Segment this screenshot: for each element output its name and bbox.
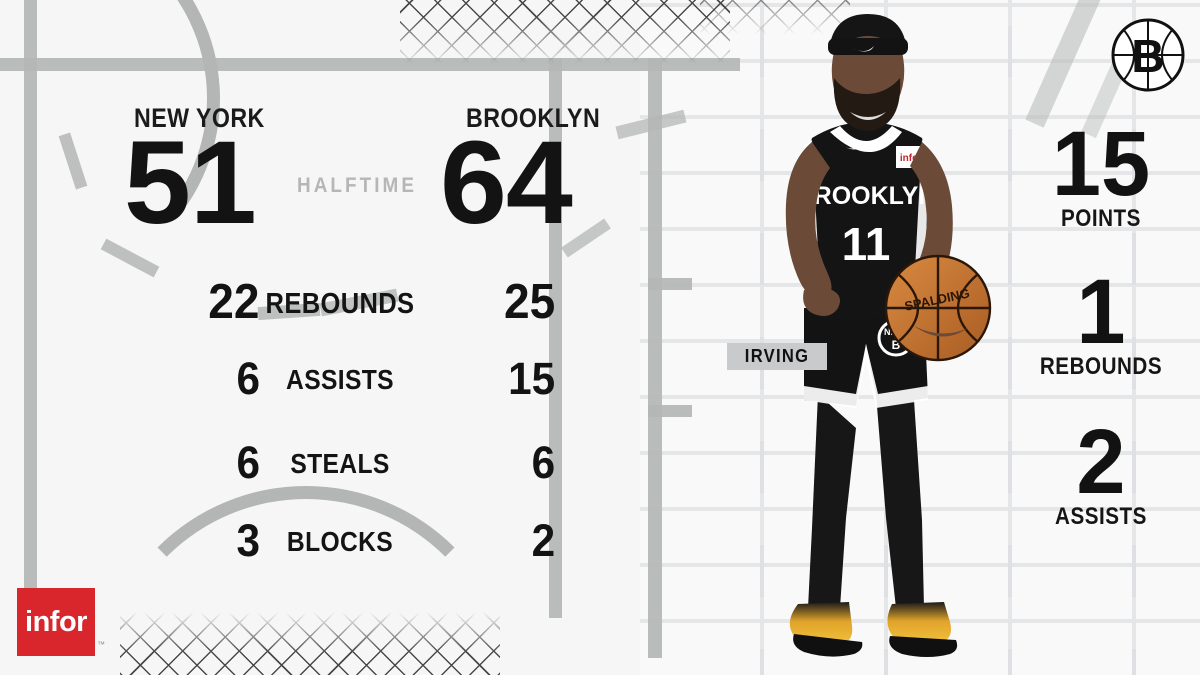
player-stat-assists: 2 ASSISTS (1021, 411, 1181, 531)
nike-swoosh-headband (852, 46, 874, 52)
player-hair (829, 14, 907, 55)
court-lane-hash-lower (648, 405, 692, 417)
player-stat-label: ASSISTS (1055, 503, 1147, 531)
chain-link-fence-top (400, 0, 730, 64)
stat-away-value: 6 (236, 353, 260, 404)
player-smile (850, 112, 886, 120)
infor-wordmark: infor (25, 605, 87, 638)
stat-away-value: 3 (236, 515, 260, 566)
stat-home-value: 6 (531, 437, 556, 488)
player-beard (833, 78, 901, 131)
nets-ball-seam-cross (1113, 20, 1183, 90)
player-left-arm (785, 142, 832, 299)
nike-swoosh-jersey (840, 142, 862, 150)
player-right-leg (876, 394, 924, 608)
court-sideline-horizontal (0, 58, 740, 71)
player-stat-value: 15 (1051, 113, 1151, 215)
stat-row-assists: 6 ASSISTS 15 (60, 356, 580, 412)
away-team-name: NEW YORK (134, 103, 265, 133)
court-mark-dash-b (58, 132, 88, 190)
nets-ball-seam-curves (1122, 28, 1174, 82)
stat-label: ASSISTS (286, 364, 394, 395)
player-right-hand (914, 326, 968, 337)
home-team-name: BROOKLYN (466, 103, 601, 133)
stat-away-value: 22 (208, 275, 260, 329)
shorts-trim (804, 344, 928, 408)
stat-home-value: 15 (508, 353, 556, 404)
stat-label: REBOUNDS (265, 288, 415, 320)
player-name-tag: IRVING (727, 343, 827, 370)
stat-away-value: 6 (236, 437, 260, 488)
player-name-label: IRVING (744, 346, 810, 366)
player-right-sole (889, 636, 958, 657)
player-headband (828, 38, 908, 55)
player-stat-value: 1 (1076, 261, 1126, 363)
stat-row-blocks: 3 BLOCKS 2 (60, 518, 580, 574)
player-right-shoe (887, 602, 951, 645)
infor-sponsor-logo: infor (17, 588, 95, 656)
jersey-sponsor-text: infor (900, 153, 922, 164)
stat-home-value: 25 (503, 275, 556, 329)
brooklyn-nets-logo: B (1111, 18, 1185, 92)
court-mark-dash-g (1025, 0, 1105, 128)
ball-seams (886, 256, 990, 360)
stat-label: BLOCKS (286, 526, 394, 557)
stat-label: STEALS (290, 448, 390, 479)
infor-trademark-symbol: ™ (97, 640, 105, 649)
court-lane-hash-upper (648, 278, 692, 290)
free-throw-circle-arc (96, 486, 516, 675)
home-team-score: 64 (440, 117, 573, 249)
player-stat-label: POINTS (1061, 205, 1141, 233)
player-left-hand (803, 290, 840, 316)
court-baseline-vertical-left (24, 0, 37, 592)
player-left-leg (808, 394, 856, 608)
jersey-collar (830, 126, 902, 152)
court-mark-dash-e (615, 109, 687, 140)
chain-link-fence-bottom (120, 612, 500, 675)
stat-home-value: 2 (531, 515, 556, 566)
player-left-shoe (789, 602, 853, 645)
player-stat-points: 15 POINTS (1021, 113, 1181, 233)
stat-row-steals: 6 STEALS 6 (60, 440, 580, 496)
court-lane-vertical-right (648, 58, 662, 658)
player-jersey (800, 122, 932, 320)
player-photo-kyrie-irving: NETS B BROOKLYN 11 infor SPALDING (785, 14, 992, 657)
nets-logo-letter: B (1131, 30, 1164, 82)
player-stat-label: REBOUNDS (1039, 353, 1163, 381)
away-team-score: 51 (124, 117, 257, 249)
game-status-label: HALFTIME (297, 174, 418, 197)
stat-row-rebounds: 22 REBOUNDS 25 (60, 278, 580, 334)
player-stat-value: 2 (1076, 411, 1126, 513)
player-left-sole (793, 634, 863, 657)
player-stat-rebounds: 1 REBOUNDS (1021, 261, 1181, 381)
shorts-b-letter: B (892, 338, 901, 352)
jersey-number: 11 (842, 218, 891, 270)
